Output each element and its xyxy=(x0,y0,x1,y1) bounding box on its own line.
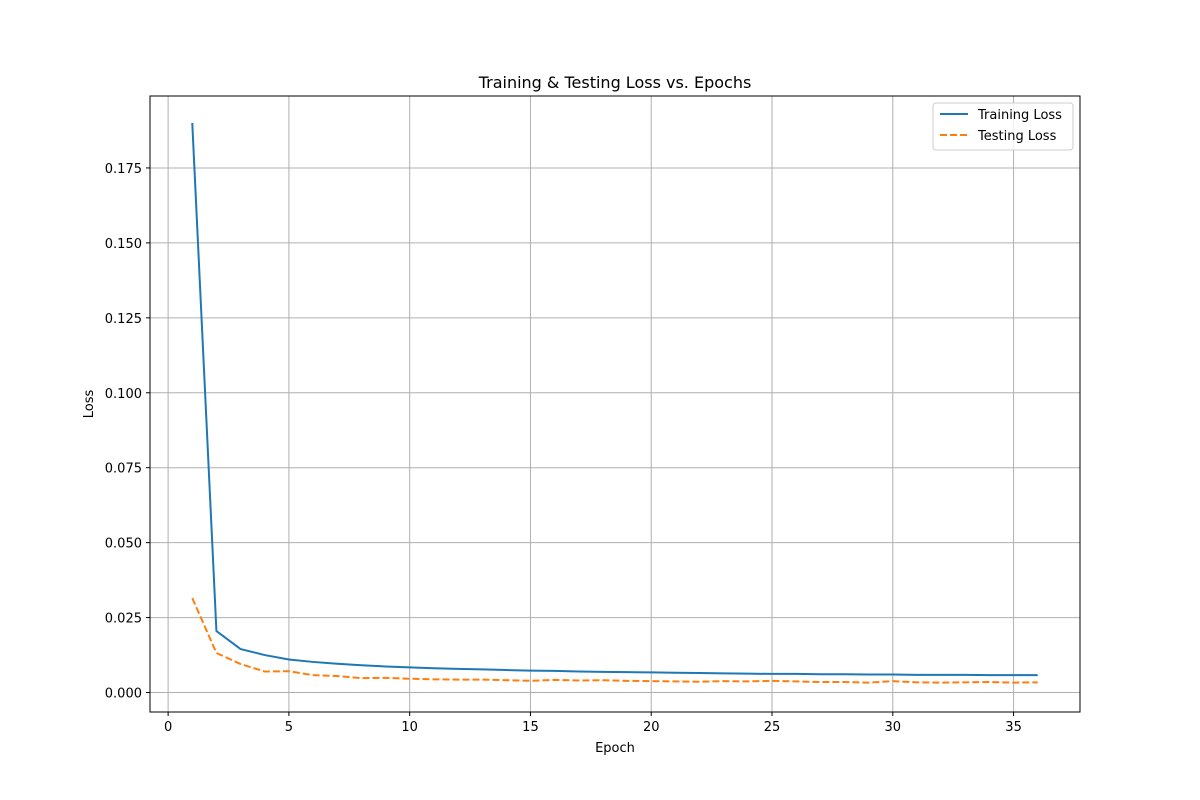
y-tick-label: 0.125 xyxy=(105,312,142,327)
y-tick-label: 0.100 xyxy=(105,387,142,402)
legend-label-training-loss: Training Loss xyxy=(977,108,1062,123)
legend: Training Loss Testing Loss xyxy=(932,102,1074,151)
series-line-testing-loss xyxy=(191,597,1038,684)
x-axis-label: Epoch xyxy=(595,741,635,756)
x-tick-label: 0 xyxy=(164,720,172,735)
x-tick-label: 15 xyxy=(522,720,539,735)
series-line-training-loss xyxy=(191,122,1038,677)
y-tick-label: 0.000 xyxy=(105,687,142,702)
chart-title: Training & Testing Loss vs. Epochs xyxy=(478,73,752,92)
x-tick-label: 35 xyxy=(1005,720,1022,735)
legend-label-testing-loss: Testing Loss xyxy=(977,129,1057,144)
y-tick-label: 0.050 xyxy=(105,537,142,552)
y-tick-label: 0.025 xyxy=(105,612,142,627)
grid xyxy=(150,96,1080,712)
x-tick-label: 30 xyxy=(885,720,902,735)
y-tick-label: 0.150 xyxy=(105,237,142,252)
series-lines xyxy=(191,122,1038,684)
x-tick-label: 5 xyxy=(285,720,293,735)
plot-area-frame xyxy=(149,95,1081,713)
y-axis-label: Loss xyxy=(82,390,97,419)
y-tick-label: 0.075 xyxy=(105,462,142,477)
x-tick-label: 10 xyxy=(401,720,418,735)
x-tick-label: 25 xyxy=(764,720,781,735)
y-tick-label: 0.175 xyxy=(105,162,142,177)
x-tick-label: 20 xyxy=(643,720,660,735)
axis-ticks: 0 5 10 15 20 25 30 35 0.000 0.025 0.050 0.075 0.100 0… xyxy=(105,162,1022,735)
